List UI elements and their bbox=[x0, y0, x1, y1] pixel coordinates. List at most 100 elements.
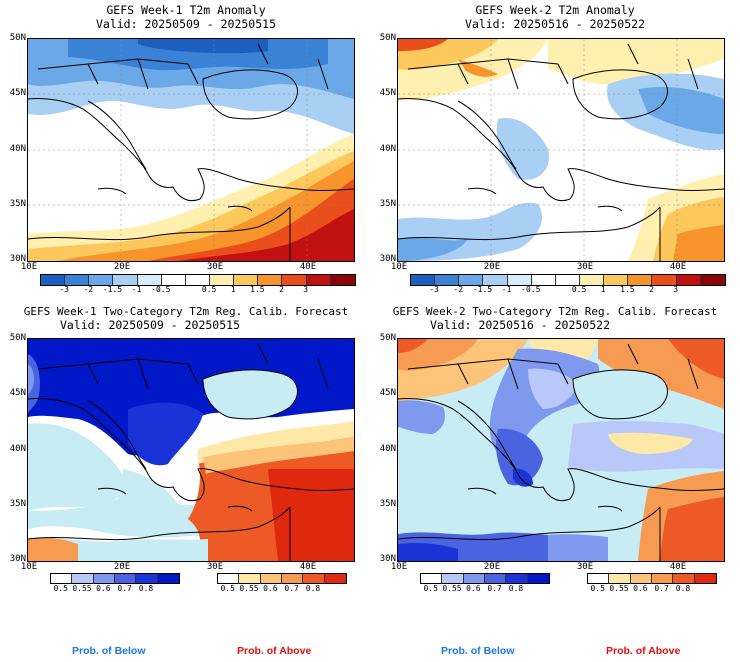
lat-label: 30N bbox=[379, 554, 396, 564]
lon-label: 10E bbox=[390, 262, 408, 272]
panel-week1-probability: GEFS Week-1 Two-Category T2m Reg. Calib.… bbox=[0, 300, 370, 600]
colorbar-tick-label: 1.5 bbox=[620, 285, 635, 294]
lat-label: 30N bbox=[379, 254, 396, 264]
lat-label: 50N bbox=[9, 333, 26, 343]
colorbar-tick-label: 3 bbox=[303, 285, 309, 294]
colorbar-tick-label: -0.5 bbox=[151, 285, 171, 294]
lon-label: 10E bbox=[20, 262, 38, 272]
colorbar-swatch bbox=[239, 574, 261, 583]
colorbar-swatch bbox=[258, 275, 283, 285]
probability-map bbox=[27, 338, 355, 562]
colorbar-tick-label: 2 bbox=[649, 285, 654, 294]
colorbar-tick-label: 1.5 bbox=[250, 285, 265, 294]
prob-above-label: Prob. of Above bbox=[237, 645, 312, 657]
colorbar-swatch bbox=[72, 574, 94, 583]
panel-week2-anomaly: GEFS Week-2 T2m Anomaly Valid: 20250516 … bbox=[370, 0, 740, 300]
colorbar-tick-label: -0.5 bbox=[521, 285, 541, 294]
colorbar-swatch bbox=[651, 574, 674, 583]
colorbar-swatch bbox=[676, 275, 701, 285]
colorbar-swatch bbox=[604, 275, 629, 285]
colorbar-tick-label: 3 bbox=[673, 285, 679, 294]
lat-label: 35N bbox=[379, 499, 396, 509]
colorbar-tick-label: 0.5 bbox=[571, 285, 587, 294]
panel-title: GEFS Week-2 T2m Anomaly bbox=[475, 3, 635, 17]
lon-label: 10E bbox=[20, 562, 38, 572]
lat-label: 50N bbox=[9, 33, 26, 43]
lat-label: 30N bbox=[9, 554, 26, 564]
colorbar-swatch bbox=[324, 574, 346, 583]
panel-valid-dates: Valid: 20250516 - 20250522 bbox=[429, 318, 610, 332]
colorbar-swatch bbox=[628, 275, 653, 285]
colorbar-tick-label: 1 bbox=[600, 285, 606, 294]
anomaly-field bbox=[28, 39, 354, 261]
lon-label: 40E bbox=[299, 262, 317, 272]
colorbar-swatch bbox=[330, 275, 355, 285]
lon-label: 30E bbox=[576, 562, 594, 572]
colorbar-swatch bbox=[673, 574, 695, 583]
lon-label: 20E bbox=[483, 262, 501, 272]
colorbar-swatch bbox=[435, 275, 460, 285]
colorbar-tick-label: 0.55 bbox=[442, 584, 462, 593]
panel-valid-dates: Valid: 20250516 - 20250522 bbox=[464, 17, 645, 31]
colorbar-tick-label: -1.5 bbox=[472, 285, 493, 294]
colorbar-tick-label: 2 bbox=[279, 285, 284, 294]
colorbar-tick-label: 0.7 bbox=[117, 584, 132, 593]
lat-label: 45N bbox=[379, 88, 396, 98]
panel-title: GEFS Week-2 Two-Category T2m Reg. Calib.… bbox=[392, 305, 718, 318]
panel-title: GEFS Week-1 Two-Category T2m Reg. Calib.… bbox=[23, 305, 349, 318]
colorbar-tick-label: 0.55 bbox=[609, 584, 629, 593]
lon-label: 30E bbox=[206, 262, 224, 272]
lon-label: 10E bbox=[390, 562, 408, 572]
colorbar-tick-label: 0.5 bbox=[220, 584, 235, 593]
colorbar-swatch bbox=[113, 275, 138, 285]
lon-label: 40E bbox=[299, 562, 317, 572]
colorbar-tick-label: 0.7 bbox=[487, 584, 502, 593]
colorbar-tick-label: 0.8 bbox=[305, 584, 321, 593]
colorbar-swatch bbox=[218, 574, 240, 583]
panel-title: GEFS Week-1 T2m Anomaly bbox=[106, 3, 266, 17]
colorbar-swatch bbox=[234, 275, 259, 285]
colorbar-swatch bbox=[136, 574, 158, 583]
colorbar-tick-label: 0.5 bbox=[53, 584, 68, 593]
colorbar-tick-label: -1.5 bbox=[102, 285, 123, 294]
lat-label: 50N bbox=[379, 33, 396, 43]
colorbar-swatch bbox=[579, 275, 605, 285]
colorbar-swatch bbox=[421, 574, 443, 583]
lat-label: 45N bbox=[9, 88, 26, 98]
panel-week2-probability: GEFS Week-2 Two-Category T2m Reg. Calib.… bbox=[370, 300, 740, 600]
colorbar-tick-label: 0.55 bbox=[72, 584, 92, 593]
colorbar-swatch bbox=[282, 275, 307, 285]
colorbar-tick-label: -2 bbox=[453, 285, 464, 294]
colorbar-tick-label: -3 bbox=[429, 285, 439, 294]
colorbar-swatch bbox=[411, 275, 436, 285]
colorbar-swatch bbox=[41, 275, 66, 285]
colorbar-swatch bbox=[555, 275, 580, 285]
lat-label: 40N bbox=[379, 444, 396, 454]
colorbar-tick-label: 0.7 bbox=[284, 584, 299, 593]
colorbar-swatch bbox=[161, 275, 186, 285]
lat-label: 45N bbox=[9, 388, 26, 398]
colorbar-swatch bbox=[652, 275, 677, 285]
colorbar-swatch bbox=[209, 275, 235, 285]
panel-week1-anomaly: GEFS Week-1 T2m Anomaly Valid: 20250509 … bbox=[0, 0, 370, 300]
colorbar-swatch bbox=[588, 574, 610, 583]
lon-label: 20E bbox=[113, 562, 131, 572]
lat-label: 35N bbox=[379, 199, 396, 209]
colorbar-tick-label: 0.5 bbox=[201, 285, 217, 294]
lat-label: 30N bbox=[9, 254, 26, 264]
colorbar-swatch bbox=[694, 574, 716, 583]
below-colorbar bbox=[420, 573, 550, 584]
colorbar-tick-label: 0.6 bbox=[96, 584, 111, 593]
colorbar-swatch bbox=[93, 574, 115, 583]
colorbar-tick-label: 0.8 bbox=[138, 584, 154, 593]
lon-label: 30E bbox=[576, 262, 594, 272]
colorbar-swatch bbox=[306, 275, 331, 285]
lat-label: 45N bbox=[379, 388, 396, 398]
prob-above-label: Prob. of Above bbox=[606, 645, 681, 657]
anomaly-colorbar bbox=[40, 274, 356, 286]
colorbar-tick-label: 0.5 bbox=[590, 584, 605, 593]
colorbar-tick-label: -3 bbox=[59, 285, 69, 294]
lon-label: 20E bbox=[483, 562, 501, 572]
colorbar-tick-label: 0.8 bbox=[675, 584, 691, 593]
anomaly-field bbox=[398, 39, 724, 261]
